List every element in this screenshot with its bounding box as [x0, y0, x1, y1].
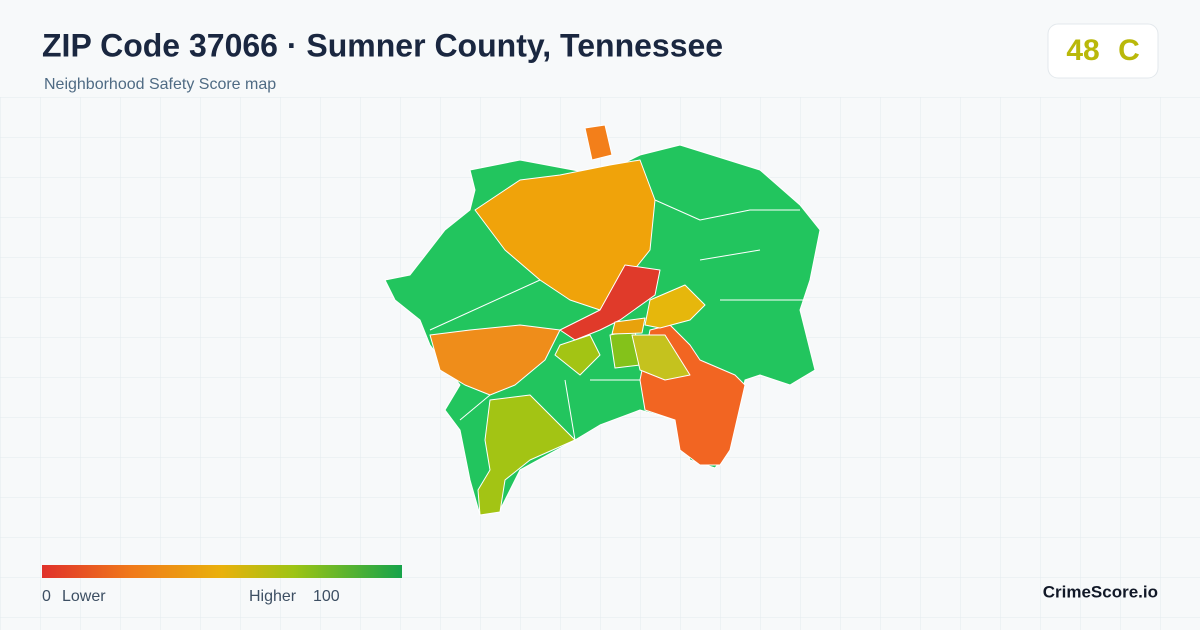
legend-max-label: Higher — [249, 588, 297, 605]
region — [474, 159, 656, 311]
region — [559, 264, 661, 341]
region — [631, 334, 691, 381]
subtitle: Neighborhood Safety Score map — [44, 76, 276, 93]
region — [477, 394, 576, 516]
region — [584, 124, 613, 161]
region — [554, 334, 601, 376]
region — [611, 317, 646, 335]
legend-gradient — [42, 565, 402, 578]
legend-min-label: Lower — [62, 588, 106, 605]
legend-min: 0 — [42, 588, 51, 605]
score-badge — [1047, 23, 1159, 79]
score-grade: C — [1118, 34, 1140, 67]
region — [429, 324, 561, 396]
score-value: 48 — [1066, 34, 1099, 67]
map — [384, 124, 821, 516]
brand: CrimeScore.io — [1043, 582, 1158, 601]
title: ZIP Code 37066 · Sumner County, Tennesse… — [42, 27, 723, 63]
region-border — [429, 199, 810, 441]
legend-max: 100 — [313, 588, 340, 605]
region — [644, 284, 706, 329]
